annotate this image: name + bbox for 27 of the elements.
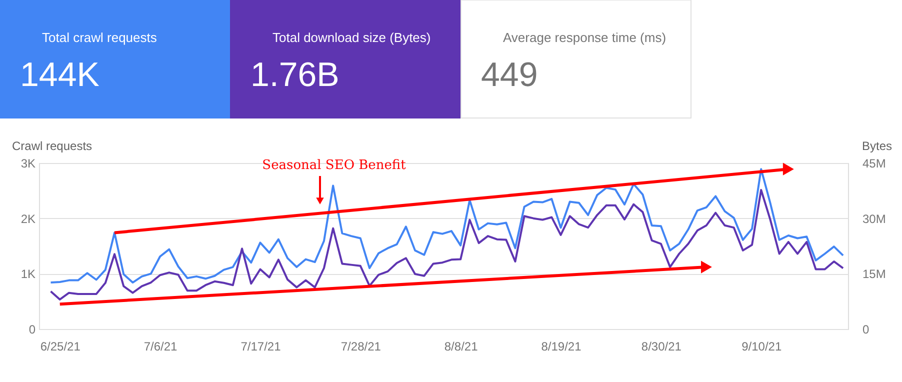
- x-tick-label: 8/30/21: [641, 340, 682, 354]
- x-tick-label: 7/28/21: [340, 340, 382, 354]
- y2-axis-title: Bytes: [862, 139, 892, 153]
- text: 144K: [20, 56, 100, 94]
- line-series: [50, 188, 844, 300]
- y2-tick-label: 30M: [862, 212, 886, 226]
- y-tick-label: 1K: [20, 267, 36, 282]
- x-tick-label: 9/10/21: [742, 340, 782, 354]
- y2-tick-label: 0: [862, 322, 870, 336]
- text: Total crawl requests: [42, 30, 158, 45]
- x-tick-label: 8/8/21: [444, 340, 478, 354]
- y-axis-title: Crawl requests: [12, 139, 92, 153]
- y-tick-label: 2K: [20, 212, 36, 226]
- y-tick-label: 0: [28, 322, 36, 336]
- x-tick-label: 7/17/21: [240, 340, 282, 354]
- text: 1.76B: [250, 56, 340, 94]
- text: 449: [481, 56, 538, 94]
- y2-tick-label: 15M: [862, 267, 886, 282]
- y2-tick-label: 45M: [862, 156, 886, 170]
- line-series: [50, 168, 844, 284]
- x-tick-label: 6/25/21: [40, 340, 81, 354]
- text: Average response time (ms): [503, 30, 666, 45]
- x-tick-label: 7/6/21: [144, 340, 178, 354]
- text: Total download size (Bytes): [272, 30, 431, 45]
- annotation: Seasonal SEO Benefit: [262, 158, 407, 173]
- x-tick-label: 8/19/21: [541, 340, 582, 354]
- y-tick-label: 3K: [20, 156, 36, 170]
